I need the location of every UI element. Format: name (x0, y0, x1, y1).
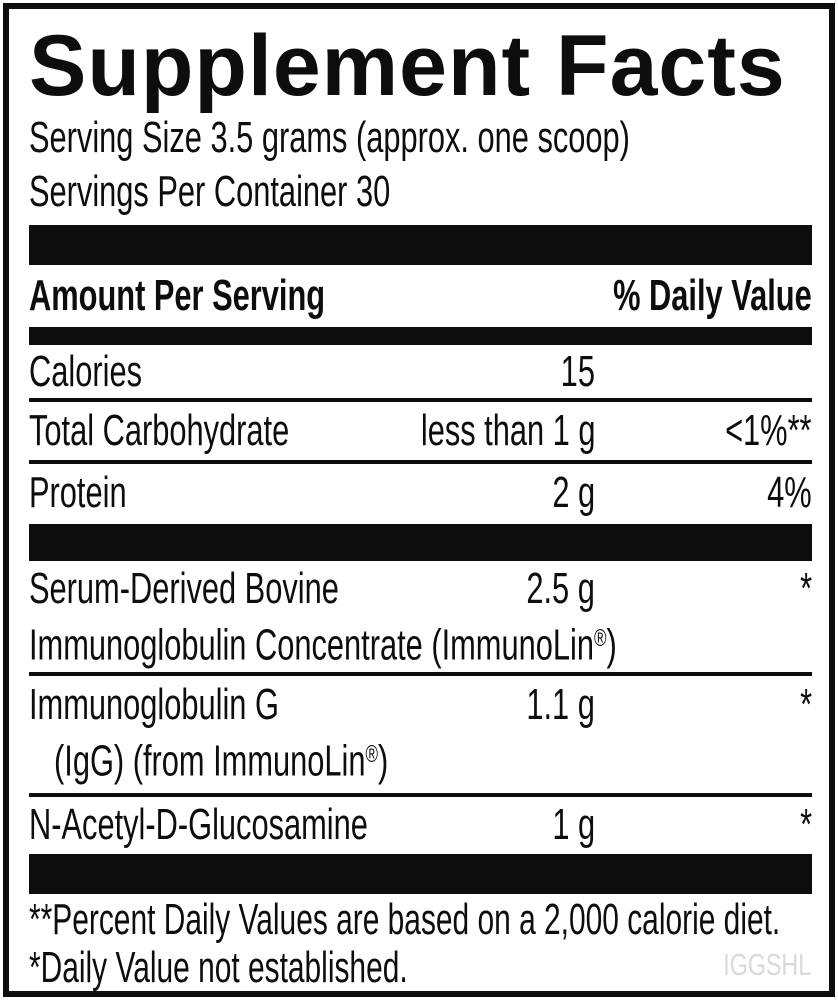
registered-trademark-symbol: ® (365, 741, 378, 769)
table-header-row: Amount Per Serving % Daily Value (29, 265, 812, 327)
nutrient-amount: 15 (560, 347, 595, 396)
table-row-serum-immunoglobulin: Serum-Derived Bovine 2.5 g * Immunoglobu… (29, 561, 812, 677)
table-row-calories: Calories 15 (29, 345, 812, 402)
nutrient-name: Protein (29, 468, 127, 517)
daily-value-header: % Daily Value (613, 271, 812, 320)
footnote-percent-daily-values: **Percent Daily Values are based on a 2,… (29, 894, 781, 944)
serving-size-line: Serving Size 3.5 grams (approx. one scoo… (29, 111, 812, 165)
amount-per-serving-header: Amount Per Serving (29, 271, 326, 320)
nutrient-name: Total Carbohydrate (29, 406, 290, 455)
registered-trademark-symbol: ® (593, 625, 607, 652)
nutrient-daily-value: <1%** (725, 406, 812, 455)
servings-per-container-line: Servings Per Container 30 (29, 165, 812, 219)
ingredient-amount: 1.1 g (526, 680, 595, 730)
nutrient-daily-value: 4% (767, 468, 812, 517)
table-row-immunoglobulin-g: Immunoglobulin G 1.1 g * (IgG) (from Imm… (29, 676, 812, 797)
table-row-n-acetyl-d-glucosamine: N-Acetyl-D-Glucosamine 1 g * (29, 797, 812, 854)
ingredient-name-line2: Immunoglobulin Concentrate (ImmunoLin®) (29, 620, 617, 670)
divider-bar-thin (29, 327, 812, 345)
table-row-protein: Protein 2 g 4% (29, 464, 812, 524)
nutrient-amount: less than 1 g (420, 406, 595, 455)
nutrient-name: Calories (29, 347, 142, 396)
divider-bar-thick-bottom (29, 853, 812, 894)
ingredient-name-line1: Serum-Derived Bovine (29, 564, 339, 613)
ingredient-daily-value: * (800, 564, 812, 613)
ingredient-daily-value: * (800, 799, 812, 849)
table-row-total-carbohydrate: Total Carbohydrate less than 1 g <1%** (29, 402, 812, 464)
page-title: Supplement Facts (29, 18, 786, 114)
ingredient-name-line2: (IgG) (from ImmunoLin®) (54, 736, 389, 786)
nutrient-amount: 2 g (552, 468, 595, 517)
divider-bar-thick-top (29, 225, 812, 265)
ingredient-name: N-Acetyl-D-Glucosamine (29, 799, 368, 849)
watermark-code: IGGSHL (723, 947, 811, 982)
ingredient-daily-value: * (800, 680, 812, 730)
ingredient-amount: 2.5 g (526, 564, 595, 613)
serving-size-text: Serving Size 3.5 grams (approx. one scoo… (29, 113, 630, 162)
footnote-daily-value-not-established: *Daily Value not established. (29, 942, 408, 992)
ingredient-amount: 1 g (552, 799, 595, 849)
label-frame: Supplement Facts Serving Size 3.5 grams … (3, 3, 835, 997)
servings-per-container-text: Servings Per Container 30 (29, 167, 391, 216)
ingredient-name-line1: Immunoglobulin G (29, 680, 279, 730)
divider-bar-thick-middle (29, 524, 812, 561)
